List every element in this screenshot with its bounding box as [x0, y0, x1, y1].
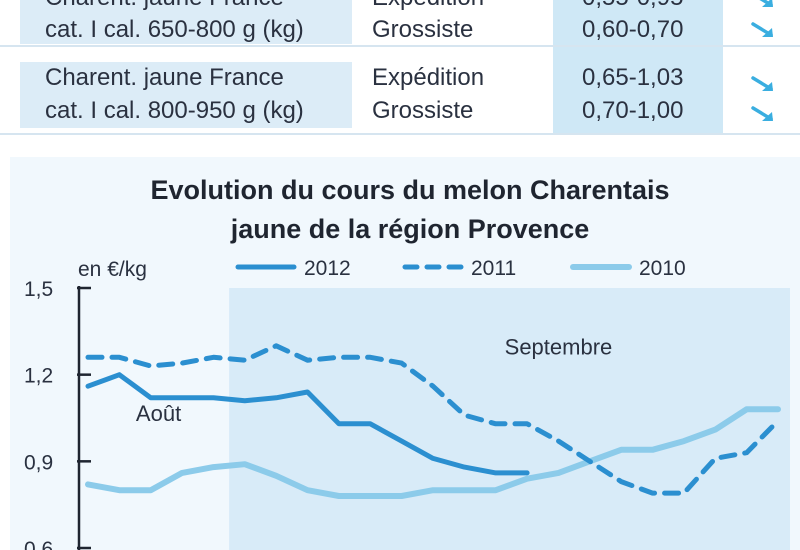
y-tick-label: 0,6 [24, 538, 53, 550]
price-range: 0,60-0,70 [582, 16, 684, 43]
period-label-septembre: Septembre [505, 334, 613, 359]
legend-label-2012: 2012 [304, 257, 351, 280]
product-label-line1: Charent. jaune France [45, 64, 284, 91]
y-tick-label: 0,9 [24, 451, 53, 474]
stage-label: Expédition [372, 64, 485, 91]
series-line-2010 [85, 406, 781, 499]
chart-title-line2: jaune de la région Provence [230, 214, 590, 244]
product-label-line1: Charent. jaune France [45, 0, 284, 14]
legend-label-2011: 2011 [471, 257, 516, 280]
stage-label: Expédition [372, 0, 484, 14]
series-line-2011 [85, 343, 781, 496]
product-cell [20, 62, 352, 128]
price-range: 0,65-1,03 [582, 64, 684, 91]
y-axis-unit: en €/kg [78, 258, 147, 281]
y-tick-label: 1,2 [24, 365, 53, 388]
stage-label: Grossiste [372, 97, 474, 124]
product-label-line2: cat. I cal. 800-950 g (kg) [45, 97, 304, 124]
product-cell [20, 0, 352, 44]
september-band [229, 288, 791, 550]
series-line-2012 [85, 372, 530, 476]
price-range: 0,70-1,00 [582, 97, 684, 124]
y-tick-label: 1,5 [24, 278, 53, 301]
price-table: Charent. jaune France cat. I cal. 650-80… [0, 0, 800, 135]
trend-down-icon [751, 106, 773, 121]
legend-label-2010: 2010 [639, 257, 686, 280]
trend-down-icon [751, 76, 773, 91]
price-range: 0,55-0,95 [582, 0, 683, 14]
chart-title-line1: Evolution du cours du melon Charentais [150, 175, 670, 205]
period-label-aout: Août [136, 401, 181, 426]
row-divider [0, 45, 800, 47]
trend-down-icon [759, 0, 773, 7]
product-label-line2: cat. I cal. 650-800 g (kg) [45, 16, 304, 43]
price-column-highlight [553, 0, 723, 135]
stage-label: Grossiste [372, 16, 474, 43]
trend-down-icon [751, 22, 773, 37]
row-divider [0, 133, 800, 135]
